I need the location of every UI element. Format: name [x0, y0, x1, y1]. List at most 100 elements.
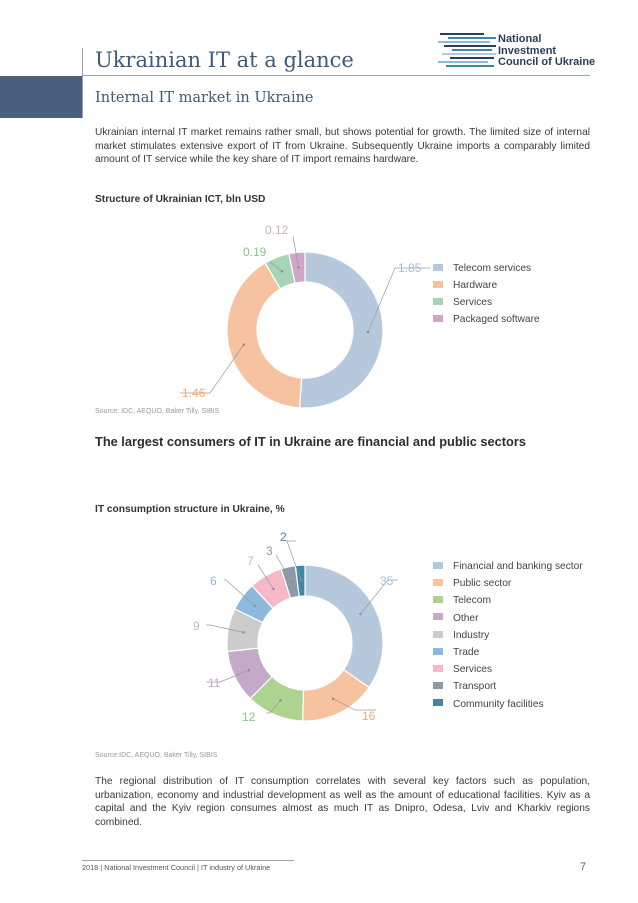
leader-line [224, 579, 256, 607]
chart1-legend: Telecom services Hardware Services Packaged… [433, 263, 593, 333]
data-label: 2 [280, 530, 287, 544]
legend-label: Public sector [453, 578, 512, 590]
data-label: 6 [210, 574, 217, 588]
leader-dot [297, 266, 300, 269]
leader-dot [359, 612, 362, 616]
legend-label: Transport [453, 681, 497, 693]
leader-line [286, 540, 302, 581]
legend-swatch [433, 561, 443, 569]
legend-item: Telecom [433, 595, 491, 609]
leader-dot [366, 330, 370, 334]
leader-dot [253, 604, 256, 607]
ict-structure-donut-chart: 1.85 1.46 0.19 0.12 [180, 223, 430, 409]
data-label: 0.19 [243, 245, 267, 259]
legend-item: Hardware [433, 280, 497, 294]
leader-dot [299, 579, 303, 582]
legend-swatch [433, 263, 443, 271]
header-rule [82, 75, 590, 76]
leader-line [269, 261, 283, 272]
legend-item: Telecom services [433, 263, 531, 277]
legend-item: Packaged software [433, 314, 540, 328]
it-consumption-donut-chart: 35 16 12 11 9 6 732 [193, 530, 398, 724]
intro-paragraph: Ukrainian internal IT market remains rat… [95, 127, 590, 166]
header-side-block [0, 76, 82, 118]
legend-item: Community facilities [433, 699, 544, 713]
legend-label: Financial and banking sector [453, 561, 583, 572]
legend-item: Public sector [433, 578, 511, 592]
footer-text: 2018 | National Investment Council | IT … [82, 863, 271, 872]
donut-slice-packaged-software [288, 251, 306, 284]
leader-line [266, 700, 281, 714]
footer-rule [82, 860, 294, 861]
chart2-source: Source:IDC, AEQUO, Baker Tilly, SIBIS [95, 752, 218, 759]
legend-swatch [433, 682, 443, 690]
chart1-source: Source: IDC, AEQUO, Baker Tilly, SIBIS [95, 408, 220, 415]
data-label: 11 [208, 676, 221, 690]
legend-label: Services [453, 297, 493, 308]
legend-swatch [433, 280, 443, 288]
legend-item: Services [433, 297, 492, 311]
data-label: 35 [380, 574, 394, 588]
legend-swatch [433, 699, 443, 707]
leader-line [206, 669, 249, 683]
leader-dot [280, 270, 284, 273]
leader-dot [242, 343, 245, 346]
council-logo [438, 33, 496, 67]
legend-label: Other [453, 612, 479, 624]
data-label: 1.85 [398, 261, 422, 275]
donut-slice-financial-and-banking-sector [304, 564, 384, 689]
legend-item: Services [433, 664, 492, 678]
legend-label: Telecom services [453, 263, 532, 274]
donut-slice-telecom-services [298, 251, 384, 409]
leader-line [206, 624, 244, 633]
data-label: 0.12 [265, 223, 289, 237]
section-title: Internal IT market in Ukraine [95, 90, 314, 106]
legend-item: Financial and banking sector [433, 561, 583, 575]
legend-swatch [433, 647, 443, 655]
leader-line [275, 554, 292, 583]
legend-swatch [433, 665, 443, 672]
page-title: Ukrainian IT at a glance [95, 48, 354, 72]
legend-label: Hardware [453, 280, 498, 291]
leader-dot [272, 587, 275, 591]
legend-swatch [433, 579, 443, 586]
legend-label: Trade [453, 647, 480, 658]
legend-label: Services [453, 664, 493, 676]
data-label: 9 [193, 619, 200, 633]
leader-dot [331, 697, 335, 701]
leader-line [292, 235, 299, 268]
legend-label: Community facilities [453, 698, 544, 710]
outro-paragraph: The regional distribution of IT consumpt… [95, 776, 590, 828]
donut-slice-hardware [226, 262, 303, 409]
data-label: 16 [362, 709, 376, 723]
legend-swatch [433, 297, 443, 305]
chart2-legend: Financial and banking sector Public secto… [433, 561, 603, 716]
leader-dot [290, 580, 293, 584]
section-headline: The largest consumers of IT in Ukraine a… [95, 434, 526, 449]
chart2-title: IT consumption structure in Ukraine, % [95, 504, 285, 515]
legend-label: Telecom [453, 595, 491, 607]
legend-item: Trade [433, 647, 479, 661]
legend-item: Transport [433, 681, 496, 695]
logo-stripes-icon [438, 33, 496, 67]
header-divider-vertical [82, 48, 83, 118]
leader-line [257, 564, 274, 590]
leader-line [332, 698, 376, 711]
leader-line [360, 579, 398, 615]
legend-label: Industry [453, 629, 490, 641]
logo-line: Investment [498, 44, 557, 57]
legend-swatch [433, 596, 443, 604]
data-label: 3 [266, 544, 273, 558]
leader-line [180, 344, 245, 394]
logo-line: National [498, 33, 542, 45]
chart1-title: Structure of Ukrainian ICT, bln USD [95, 194, 266, 205]
legend-swatch [433, 613, 443, 621]
leader-dot [242, 631, 245, 634]
legend-swatch [433, 314, 443, 322]
leader-dot [247, 669, 250, 672]
leader-dot [279, 699, 282, 702]
data-label: 12 [242, 710, 256, 724]
leader-line [367, 267, 430, 333]
data-label: 7 [247, 554, 254, 568]
logo-line: Council of Ukraine [498, 56, 596, 68]
